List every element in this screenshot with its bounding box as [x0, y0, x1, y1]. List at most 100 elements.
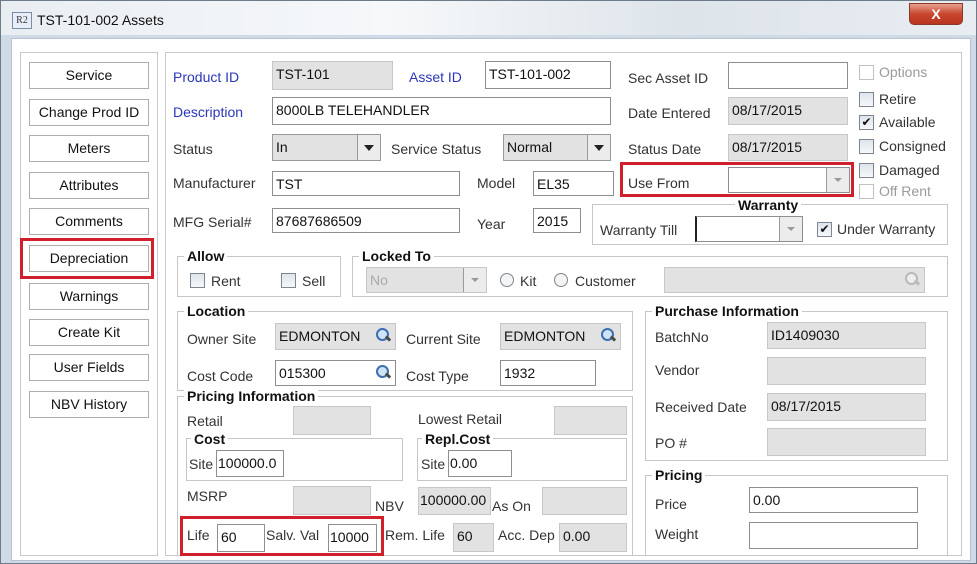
batch-label: BatchNo — [655, 329, 709, 345]
model-field[interactable]: EL35 — [533, 171, 614, 196]
asset-id-field[interactable]: TST-101-002 — [485, 61, 611, 89]
date-entered-label: Date Entered — [628, 105, 711, 121]
pricing-information-group — [177, 396, 633, 556]
repl-site-field[interactable]: 0.00 — [448, 450, 512, 477]
as-on-field — [542, 487, 627, 515]
kit-radio[interactable] — [500, 273, 514, 287]
use-from-date-picker[interactable] — [728, 167, 850, 193]
sidebar-button-comments[interactable]: Comments — [29, 208, 149, 235]
sidebar-button-nbv-history[interactable]: NBV History — [29, 391, 149, 418]
chevron-down-icon[interactable] — [587, 135, 610, 160]
sidebar-button-change-prod-id[interactable]: Change Prod ID — [29, 99, 149, 126]
under-warranty-label: Under Warranty — [837, 221, 936, 237]
repl-cost-group — [417, 438, 627, 481]
sidebar-button-depreciation[interactable]: Depreciation — [29, 245, 149, 272]
status-dropdown[interactable]: In — [272, 134, 381, 161]
owner-site-label: Owner Site — [187, 331, 257, 347]
msrp-label: MSRP — [187, 488, 228, 504]
msrp-field — [293, 486, 371, 515]
customer-label: Customer — [575, 273, 636, 289]
sell-checkbox[interactable] — [281, 273, 296, 288]
acc-dep-field: 0.00 — [559, 523, 627, 552]
life-field[interactable]: 60 — [217, 524, 265, 552]
sec-asset-id-field[interactable] — [728, 62, 848, 89]
damaged-checkbox[interactable] — [859, 163, 874, 178]
locked-to-dropdown[interactable]: No — [366, 267, 487, 293]
weight-field[interactable] — [749, 522, 918, 549]
lowest-retail-label: Lowest Retail — [418, 411, 503, 427]
cost-code-field[interactable]: 015300 — [275, 360, 396, 386]
repl-cost-title: Repl.Cost — [422, 432, 494, 446]
warranty-till-date-picker[interactable] — [695, 216, 803, 242]
customer-radio[interactable] — [554, 273, 568, 287]
available-checkbox[interactable]: ✔ — [859, 115, 874, 130]
description-field[interactable]: 8000LB TELEHANDLER — [272, 97, 611, 125]
search-icon[interactable] — [904, 271, 920, 287]
purchase-title: Purchase Information — [652, 304, 802, 318]
consigned-checkbox[interactable] — [859, 139, 874, 154]
owner-site-value: EDMONTON — [279, 328, 361, 344]
cost-site-field[interactable]: 100000.0 — [216, 450, 284, 477]
pricing-group — [645, 475, 948, 556]
year-label: Year — [477, 216, 506, 232]
rent-checkbox[interactable] — [190, 273, 205, 288]
batch-field: ID1409030 — [767, 322, 926, 349]
lowest-retail-field — [554, 406, 627, 435]
locked-to-value: No — [370, 272, 388, 288]
vendor-field — [767, 357, 926, 385]
salvage-value-field[interactable]: 10000 — [328, 524, 377, 552]
received-date-label: Received Date — [655, 399, 747, 415]
received-date-field: 08/17/2015 — [767, 393, 926, 421]
chevron-down-icon[interactable] — [779, 217, 802, 241]
sidebar-button-user-fields[interactable]: User Fields — [29, 354, 149, 381]
current-site-label: Current Site — [406, 331, 481, 347]
consigned-label: Consigned — [879, 138, 946, 154]
retail-label: Retail — [187, 413, 223, 429]
date-entered-field: 08/17/2015 — [728, 97, 848, 125]
service-status-label: Service Status — [391, 141, 482, 157]
warranty-till-label: Warranty Till — [600, 222, 678, 238]
as-on-label: As On — [492, 498, 531, 514]
highlight-use-from — [620, 162, 854, 197]
year-field[interactable]: 2015 — [533, 208, 581, 233]
options-checkbox[interactable] — [859, 65, 874, 80]
vendor-label: Vendor — [655, 362, 700, 378]
search-icon[interactable] — [600, 327, 616, 343]
available-label: Available — [879, 114, 936, 130]
off-rent-checkbox[interactable] — [859, 184, 874, 199]
sidebar-button-attributes[interactable]: Attributes — [29, 172, 149, 199]
sidebar-button-meters[interactable]: Meters — [29, 135, 149, 162]
sidebar-button-service[interactable]: Service — [29, 62, 149, 89]
location-group — [177, 311, 633, 391]
service-status-value: Normal — [507, 139, 553, 155]
chevron-down-icon[interactable] — [826, 168, 849, 192]
chevron-down-icon[interactable] — [463, 268, 486, 292]
status-value: In — [276, 139, 288, 155]
mfg-serial-field[interactable]: 87687686509 — [272, 208, 460, 233]
price-field[interactable]: 0.00 — [749, 487, 918, 513]
repl-site-label: Site — [421, 456, 446, 472]
manufacturer-field[interactable]: TST — [272, 171, 460, 196]
cost-type-field[interactable]: 1932 — [500, 360, 596, 386]
search-icon[interactable] — [375, 364, 391, 380]
chevron-down-icon[interactable] — [357, 135, 380, 160]
rent-label: Rent — [211, 273, 241, 289]
under-warranty-checkbox[interactable]: ✔ — [817, 222, 832, 237]
service-status-dropdown[interactable]: Normal — [503, 134, 611, 161]
current-site-field: EDMONTON — [500, 323, 621, 350]
salvage-value-label: Salv. Val — [266, 527, 320, 543]
locked-to-group — [352, 256, 948, 297]
close-button[interactable]: X — [909, 3, 963, 25]
acc-dep-label: Acc. Dep — [498, 527, 555, 543]
asset-id-label: Asset ID — [409, 69, 462, 85]
off-rent-label: Off Rent — [879, 183, 931, 199]
retire-checkbox[interactable] — [859, 92, 874, 107]
retail-field — [293, 406, 371, 435]
sidebar-button-warnings[interactable]: Warnings — [29, 283, 149, 310]
cost-title: Cost — [191, 432, 229, 446]
sidebar-button-create-kit[interactable]: Create Kit — [29, 319, 149, 346]
nbv-label: NBV — [375, 498, 404, 514]
cost-code-label: Cost Code — [187, 368, 254, 384]
mfg-serial-label: MFG Serial# — [173, 214, 252, 230]
search-icon[interactable] — [375, 327, 391, 343]
